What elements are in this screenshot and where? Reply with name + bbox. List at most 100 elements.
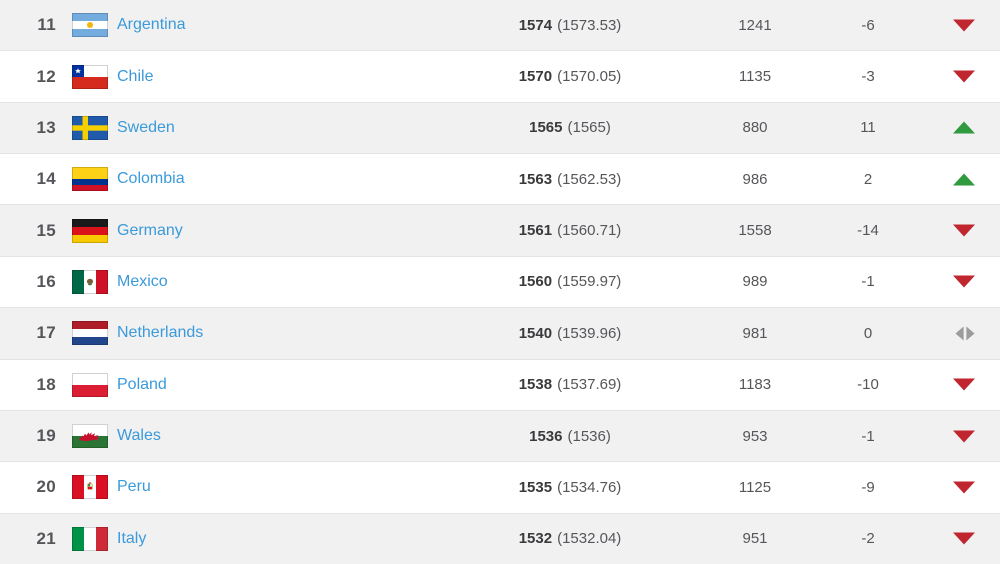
country-cell: Sweden [56,115,470,140]
flag-netherlands-icon [72,321,108,346]
table-row: 14 Colombia 1563 (1562.53) 986 2 [0,153,1000,205]
rank-change-cell: -3 [861,68,875,86]
points-cell: 1536 (1536) [470,428,670,445]
trend-up-icon [953,121,975,134]
rank-change-cell: -6 [861,16,875,34]
country-link[interactable]: Argentina [117,16,186,34]
points-average: (1573.53) [557,16,622,34]
points-cell: 1561 (1560.71) [470,222,670,239]
table-row: 15 Germany 1561 (1560.71) 1558 -14 [0,204,1000,256]
country-link[interactable]: Italy [117,529,147,547]
points-average: (1562.53) [557,170,622,188]
total-points-cell: 953 [742,427,768,445]
total-points-cell: 981 [742,324,768,342]
rank-cell: 20 [36,477,56,497]
rank-cell: 21 [36,528,56,548]
points-average: (1560.71) [557,222,622,240]
total-points-cell: 1183 [738,376,772,394]
total-points-cell: 1241 [738,16,772,34]
rank-change-cell: 0 [863,324,873,342]
trend-cell [896,173,1000,186]
points-value: 1532 [518,530,553,548]
points-average: (1537.69) [557,376,622,394]
trend-down-icon [953,275,975,288]
rank-cell: 18 [36,374,56,394]
rank-cell: 15 [36,220,56,240]
points-value: 1563 [518,170,553,188]
flag-mexico-icon [72,269,108,294]
trend-cell [896,378,1000,391]
trend-up-icon [953,173,975,186]
flag-peru-icon [72,475,108,500]
flag-colombia-icon [72,167,108,192]
trend-down-icon [953,430,975,443]
points-cell: 1570 (1570.05) [470,68,670,85]
points-value: 1574 [518,16,553,34]
rank-cell: 19 [36,426,56,446]
points-value: 1536 [529,427,563,445]
points-cell: 1563 (1562.53) [470,171,670,188]
rank-change-cell: 11 [860,119,876,137]
trend-down-icon [953,70,975,83]
table-row: 18 Poland 1538 (1537.69) 1183 -10 [0,358,1000,410]
points-average: (1532.04) [557,530,622,548]
country-link[interactable]: Netherlands [117,324,204,342]
points-cell: 1560 (1559.97) [470,273,670,290]
points-average: (1559.97) [557,273,622,291]
country-link[interactable]: Germany [117,221,183,239]
flag-italy-icon [72,526,108,551]
total-points-cell: 986 [742,170,768,188]
country-link[interactable]: Colombia [117,170,185,188]
rank-change-cell: -9 [861,478,875,496]
rank-change-cell: -10 [857,376,879,394]
points-value: 1561 [518,222,553,240]
table-row: 17 Netherlands 1540 (1539.96) 981 0 [0,307,1000,359]
rank-cell: 14 [36,169,56,189]
points-value: 1570 [518,68,553,86]
country-link[interactable]: Wales [117,427,161,445]
table-row: 13 Sweden 1565 (1565) 880 11 [0,101,1000,154]
trend-cell [896,326,1000,341]
points-value: 1560 [518,273,553,291]
points-average: (1570.05) [557,68,622,86]
table-row: 12 Chile 1570 (1570.05) 1135 -3 [0,50,1000,102]
country-cell: Poland [56,372,470,397]
trend-cell [896,275,1000,288]
rank-cell: 11 [37,15,56,35]
flag-chile-icon [72,64,108,89]
trend-cell [896,19,1000,32]
trend-cell [896,121,1000,134]
total-points-cell: 1135 [738,68,772,86]
country-link[interactable]: Chile [117,67,154,85]
trend-cell [896,70,1000,83]
table-row: 19 Wales 1536 (1536) 953 -1 [0,409,1000,462]
rank-change-cell: -1 [861,427,875,445]
country-cell: Germany [56,218,470,243]
country-cell: Peru [56,475,470,500]
points-cell: 1538 (1537.69) [470,376,670,393]
country-cell: Chile [56,64,470,89]
rank-cell: 16 [36,271,56,291]
flag-poland-icon [72,372,108,397]
trend-cell [896,532,1000,545]
country-link[interactable]: Poland [117,375,167,393]
trend-down-icon [953,19,975,32]
flag-germany-icon [72,218,108,243]
rank-cell: 13 [36,117,56,137]
country-link[interactable]: Sweden [117,118,175,136]
points-cell: 1540 (1539.96) [470,325,670,342]
total-points-cell: 880 [742,119,768,137]
rank-change-cell: -2 [861,530,875,548]
country-link[interactable]: Peru [117,478,151,496]
flag-wales-icon [72,424,108,449]
total-points-cell: 951 [742,530,768,548]
rank-cell: 17 [36,323,56,343]
rank-change-cell: -14 [857,222,879,240]
table-row: 11 Argentina 1574 (1573.53) 1241 -6 [0,0,1000,51]
points-average: (1565) [567,119,611,137]
flag-sweden-icon [72,115,108,140]
country-link[interactable]: Mexico [117,272,168,290]
country-cell: Argentina [56,13,470,38]
trend-down-icon [953,481,975,494]
